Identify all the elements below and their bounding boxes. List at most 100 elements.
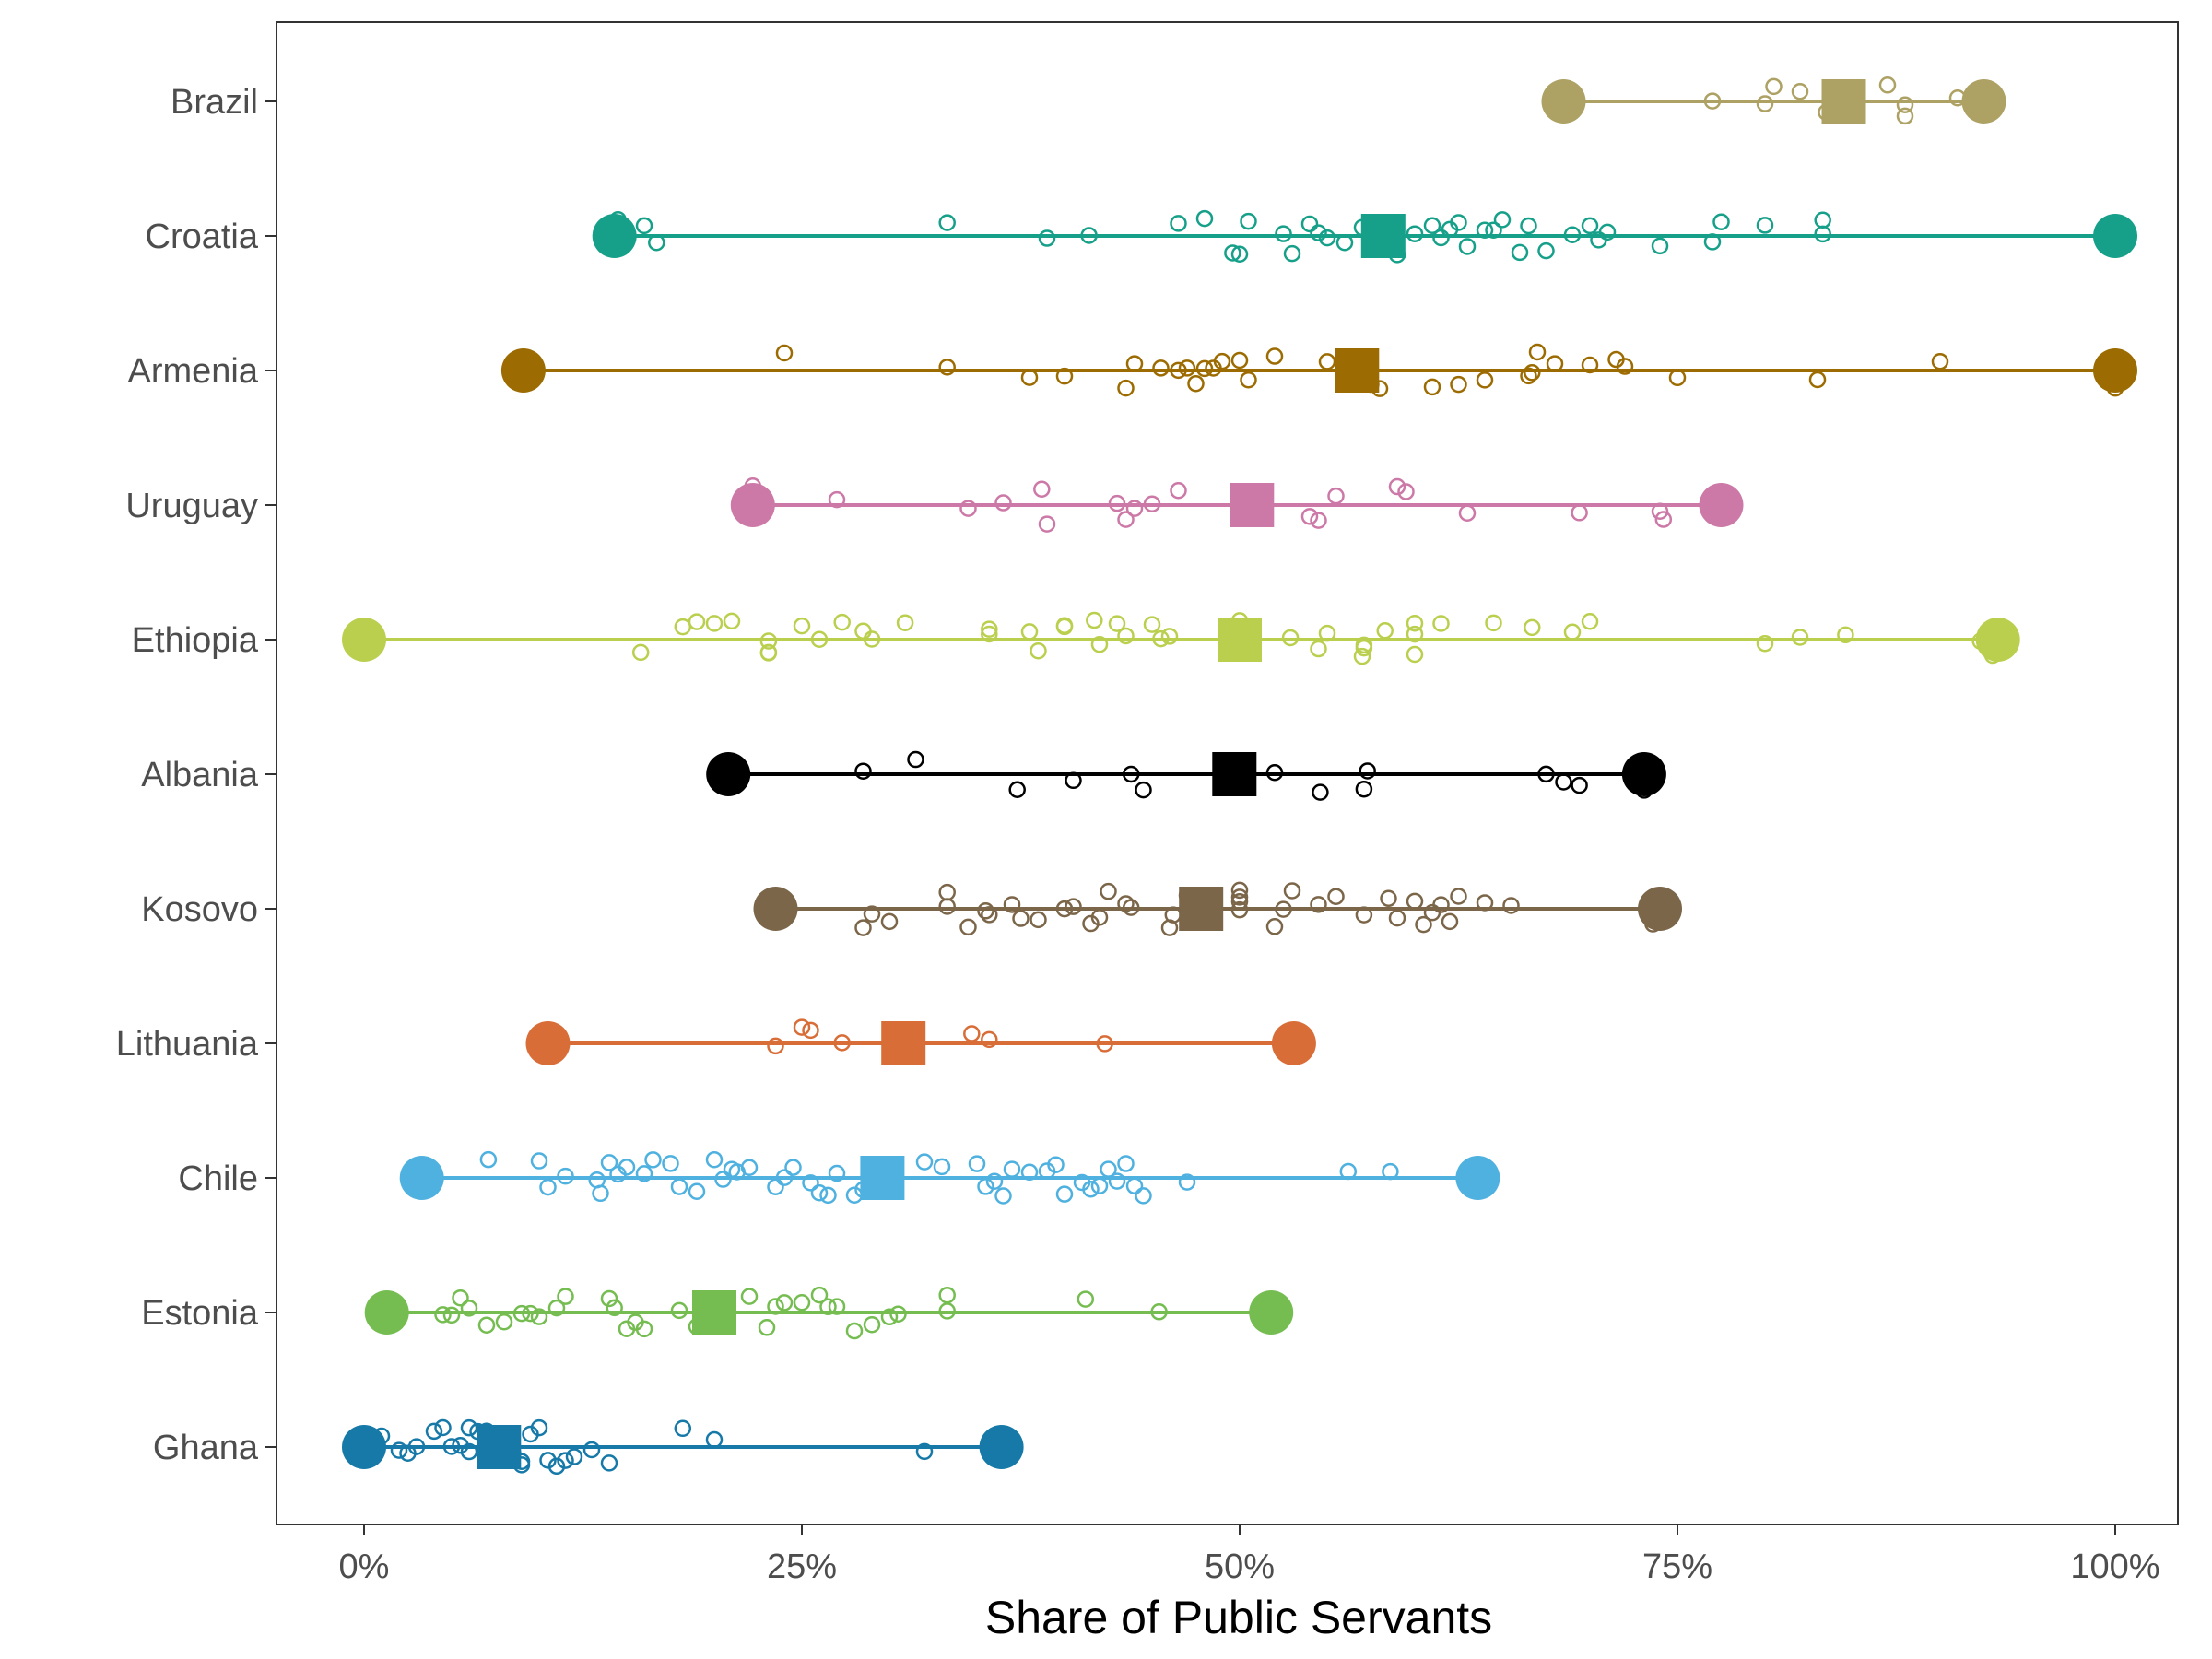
max-marker-croatia xyxy=(2093,214,2137,258)
data-point-croatia xyxy=(1511,243,1529,262)
data-point-armenia xyxy=(1125,355,1144,372)
data-point-estonia xyxy=(1150,1303,1168,1321)
series-kosovo xyxy=(753,881,1682,936)
min-marker-ethiopia xyxy=(342,618,386,662)
data-point-albania xyxy=(1359,762,1376,780)
data-point-ethiopia xyxy=(1581,612,1599,630)
data-point-kosovo xyxy=(1275,900,1292,918)
data-point-kosovo xyxy=(880,912,899,931)
data-point-ethiopia xyxy=(793,617,811,635)
x-axis: 0% 25% 50% 75% 100% xyxy=(339,1524,2160,1586)
data-point-albania xyxy=(1571,776,1588,794)
data-point-croatia xyxy=(1170,215,1187,232)
data-point-ethiopia xyxy=(1281,629,1300,647)
data-point-kosovo xyxy=(1122,899,1140,916)
data-point-chile xyxy=(1055,1185,1074,1203)
data-point-chile xyxy=(985,1172,1004,1190)
data-point-estonia xyxy=(793,1293,811,1312)
data-point-albania xyxy=(1312,783,1329,801)
data-point-croatia xyxy=(1703,233,1722,251)
data-point-kosovo xyxy=(1230,892,1249,911)
data-point-ethiopia xyxy=(1563,623,1582,641)
data-point-kosovo xyxy=(1355,906,1373,924)
mean-marker-lithuania xyxy=(881,1021,926,1065)
data-point-estonia xyxy=(740,1288,759,1305)
data-point-brazil xyxy=(1896,96,1914,114)
data-point-uruguay xyxy=(1571,504,1588,522)
data-point-estonia xyxy=(600,1289,618,1308)
data-point-kosovo xyxy=(1432,896,1450,913)
data-point-ghana xyxy=(460,1418,478,1437)
data-point-estonia xyxy=(434,1306,452,1324)
data-point-estonia xyxy=(819,1298,837,1316)
data-point-croatia xyxy=(1423,217,1441,235)
data-point-uruguay xyxy=(1033,480,1051,499)
data-point-kosovo xyxy=(1265,918,1284,935)
data-point-croatia xyxy=(1224,244,1241,262)
max-marker-kosovo xyxy=(1638,887,1682,931)
min-marker-lithuania xyxy=(525,1021,571,1065)
data-point-armenia xyxy=(1931,352,1949,371)
data-point-armenia xyxy=(1318,353,1336,371)
data-point-estonia xyxy=(530,1308,548,1325)
min-marker-chile xyxy=(399,1156,444,1200)
max-marker-armenia xyxy=(2093,348,2137,393)
data-point-uruguay xyxy=(1108,494,1126,512)
data-point-croatia xyxy=(1080,227,1098,244)
data-point-estonia xyxy=(512,1304,531,1323)
data-point-ghana xyxy=(434,1418,452,1437)
data-point-estonia xyxy=(828,1298,846,1315)
y-tick-label: Brazil xyxy=(171,83,258,122)
data-point-uruguay xyxy=(1310,512,1327,529)
data-point-estonia xyxy=(863,1315,881,1334)
data-point-croatia xyxy=(1651,237,1669,255)
data-point-ethiopia xyxy=(723,612,741,630)
data-point-chile xyxy=(740,1159,759,1176)
data-point-ethiopia xyxy=(1406,625,1424,643)
data-point-armenia xyxy=(1581,356,1599,374)
data-point-croatia xyxy=(1493,211,1512,229)
data-point-ethiopia xyxy=(896,614,914,631)
data-point-armenia xyxy=(1117,379,1135,397)
data-point-uruguay xyxy=(1388,477,1406,496)
y-tick-label: Albania xyxy=(141,756,259,794)
data-point-croatia xyxy=(1537,241,1555,260)
data-point-kosovo xyxy=(1003,896,1021,913)
y-tick-label: Kosovo xyxy=(141,890,258,929)
data-point-chile xyxy=(1082,1180,1100,1198)
data-point-chile xyxy=(600,1154,618,1171)
data-point-kosovo xyxy=(1055,900,1074,918)
data-point-chile xyxy=(635,1165,653,1182)
data-point-chile xyxy=(810,1183,829,1202)
data-point-armenia xyxy=(1230,351,1249,370)
data-point-ethiopia xyxy=(1406,645,1424,664)
data-point-kosovo xyxy=(1476,894,1494,912)
data-point-chile xyxy=(1339,1162,1358,1181)
data-point-albania xyxy=(854,762,872,780)
data-point-estonia xyxy=(477,1316,496,1334)
data-point-estonia xyxy=(557,1288,574,1305)
data-point-chile xyxy=(933,1158,951,1176)
data-point-estonia xyxy=(635,1320,653,1338)
max-marker-estonia xyxy=(1249,1290,1294,1335)
series-ghana xyxy=(342,1418,1024,1476)
data-point-albania xyxy=(1555,773,1572,791)
max-marker-uruguay xyxy=(1699,483,1744,527)
data-point-kosovo xyxy=(1380,889,1397,908)
data-point-ethiopia xyxy=(1837,626,1854,644)
data-point-armenia xyxy=(1450,375,1467,394)
data-point-croatia xyxy=(1581,217,1599,235)
y-tick-label: Armenia xyxy=(128,352,259,391)
y-tick-label: Chile xyxy=(178,1159,258,1198)
data-point-uruguay xyxy=(1651,502,1669,520)
mean-marker-croatia xyxy=(1360,214,1406,258)
x-axis-title: Share of Public Servants xyxy=(985,1592,1492,1643)
data-point-armenia xyxy=(1524,364,1541,382)
mean-marker-uruguay xyxy=(1230,483,1275,527)
max-marker-albania xyxy=(1621,752,1666,796)
data-point-chile xyxy=(915,1153,934,1171)
data-point-brazil xyxy=(1765,77,1783,96)
data-point-ethiopia xyxy=(1030,641,1047,660)
data-point-armenia xyxy=(1187,374,1205,393)
data-point-estonia xyxy=(547,1299,566,1317)
